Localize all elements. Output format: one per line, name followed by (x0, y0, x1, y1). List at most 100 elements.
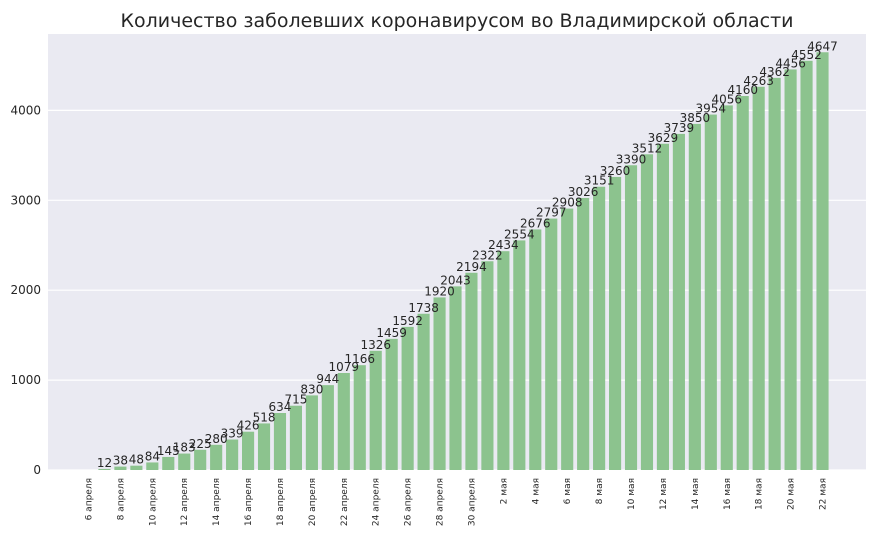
bar (98, 468, 111, 470)
x-tick-label: 22 мая (819, 478, 829, 510)
x-tick-label: 18 апреля (276, 478, 286, 526)
bar (130, 465, 143, 470)
data-label: 2194 (456, 260, 487, 274)
data-label: 225 (189, 437, 212, 451)
bar (194, 449, 207, 470)
data-label: 426 (237, 419, 260, 433)
bar (736, 96, 749, 470)
x-tick-label: 30 апреля (467, 478, 477, 526)
chart-title: Количество заболевших коронавирусом во В… (120, 10, 793, 32)
data-label: 4160 (727, 83, 758, 97)
bar (704, 114, 717, 471)
x-tick-label: 16 апреля (244, 478, 254, 526)
x-tick-label: 14 мая (691, 478, 701, 510)
y-tick-label: 4000 (10, 103, 41, 117)
bar (816, 52, 829, 470)
data-label: 2434 (488, 238, 519, 252)
bar (481, 261, 494, 470)
bar (529, 229, 542, 470)
bar (800, 60, 813, 470)
data-label: 183 (173, 441, 196, 455)
data-label: 4362 (759, 65, 790, 79)
bar (417, 313, 430, 470)
x-tick-label: 20 мая (787, 478, 797, 510)
data-label: 339 (221, 427, 244, 441)
bars (98, 52, 829, 471)
x-tick-label: 4 мая (531, 478, 541, 504)
x-tick-label: 26 апреля (404, 478, 414, 526)
data-label: 2797 (536, 206, 567, 220)
data-label: 3954 (696, 102, 727, 116)
data-label: 1326 (360, 338, 391, 352)
bar (257, 423, 271, 470)
bar (449, 286, 462, 470)
bar (513, 240, 526, 470)
y-tick-label: 1000 (10, 373, 41, 387)
data-label: 3739 (664, 121, 695, 135)
bar (337, 373, 350, 470)
bar (226, 439, 239, 470)
x-tick-label: 14 апреля (212, 478, 222, 526)
bar (497, 251, 510, 470)
y-tick-label: 0 (33, 463, 41, 477)
value-labels: 12 38 48 8414518322528033942651863471583094… (97, 39, 838, 470)
x-tick-label: 28 апреля (436, 478, 446, 526)
bar (210, 444, 223, 470)
bar (242, 431, 255, 470)
x-tick-label: 18 мая (755, 478, 765, 510)
bar (545, 218, 558, 470)
data-label: 38 (113, 454, 128, 468)
data-label: 3260 (600, 164, 631, 178)
bar (289, 405, 302, 470)
data-label: 1738 (408, 301, 439, 315)
bar (688, 123, 701, 471)
data-label: 1459 (376, 326, 407, 340)
data-label: 3629 (648, 131, 679, 145)
x-tick-label: 12 апреля (180, 478, 190, 526)
data-label: 1592 (392, 314, 423, 328)
data-label: 2043 (440, 273, 471, 287)
bar (305, 395, 318, 470)
data-label: 2908 (552, 196, 583, 210)
bar (672, 133, 685, 470)
data-label: 2676 (520, 216, 551, 230)
bar (593, 186, 606, 471)
x-tick-label: 12 мая (659, 478, 669, 510)
bar (640, 154, 654, 470)
x-tick-label: 20 апреля (308, 478, 318, 526)
data-label: 3850 (680, 111, 711, 125)
bar (385, 338, 398, 470)
x-tick-label: 2 мая (499, 478, 509, 504)
x-tick-label: 6 апреля (85, 478, 95, 520)
data-label: 1166 (344, 352, 375, 366)
data-label: 4552 (791, 48, 822, 62)
x-tick-label: 16 мая (723, 478, 733, 510)
bar (178, 453, 191, 470)
x-axis-ticks: 6 апреля 8 апреля 10 апреля 12 апреля 14 апр… (85, 478, 829, 526)
x-tick-label: 22 апреля (340, 478, 350, 526)
bar (146, 462, 159, 470)
bar (561, 208, 574, 470)
data-label: 634 (269, 400, 292, 414)
data-label: 2554 (504, 227, 535, 241)
data-label: 715 (284, 393, 307, 407)
bar (353, 365, 366, 470)
data-label: 12 (97, 456, 112, 470)
data-label: 280 (205, 432, 228, 446)
bar (321, 385, 334, 470)
bar (768, 77, 781, 471)
data-label: 3026 (568, 185, 599, 199)
x-tick-label: 8 мая (595, 478, 605, 504)
x-tick-label: 6 мая (563, 478, 573, 504)
data-label: 4263 (743, 74, 774, 88)
data-label: 3512 (632, 141, 663, 155)
bar (609, 176, 622, 470)
bar (433, 297, 446, 470)
data-label: 944 (316, 372, 339, 386)
data-label: 3390 (616, 152, 647, 166)
data-label: 1079 (329, 360, 360, 374)
x-tick-label: 24 апреля (372, 478, 382, 526)
bar (369, 350, 382, 470)
